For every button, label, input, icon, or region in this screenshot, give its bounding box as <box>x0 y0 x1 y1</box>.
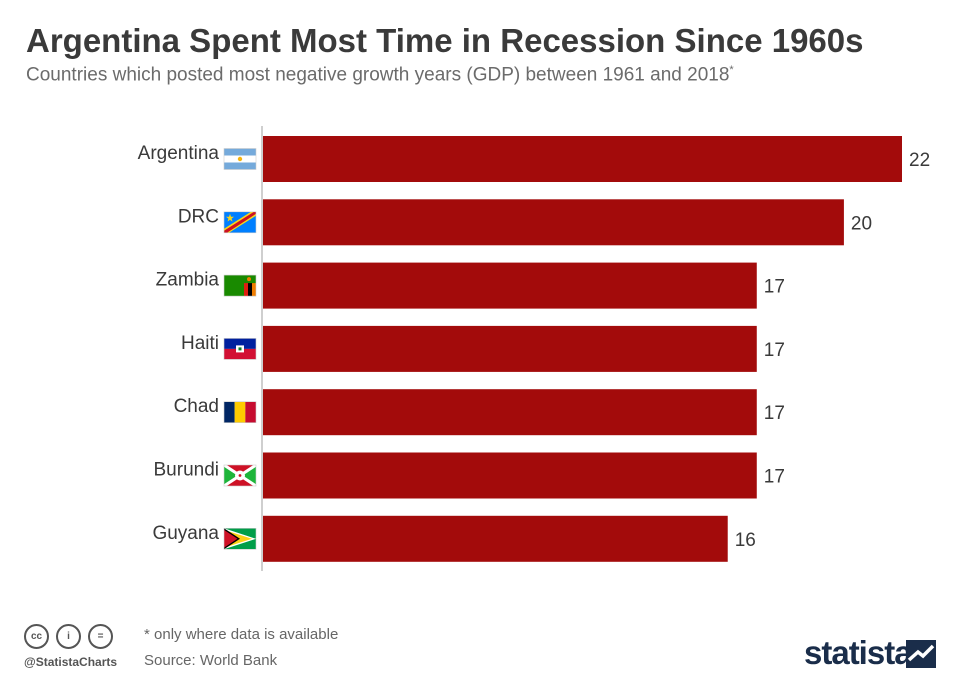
drc-flag-icon <box>223 211 257 234</box>
category-label-argentina: Argentina <box>138 143 220 164</box>
nd-icon: = <box>88 624 113 649</box>
bar-drc[interactable] <box>263 199 844 246</box>
subtitle-footnote-mark: * <box>729 64 734 76</box>
haiti-flag-icon <box>223 338 257 360</box>
category-labels-group: Argentina DRC Zambia Haiti Chad Burundi Guyana <box>138 143 220 544</box>
bar-burundi[interactable] <box>263 452 757 499</box>
source-note: Source: World Bank <box>144 652 278 669</box>
value-label-drc: 20 <box>851 213 872 234</box>
by-icon: i <box>56 624 81 649</box>
category-label-burundi: Burundi <box>154 460 220 481</box>
guyana-flag-icon <box>223 527 257 550</box>
subtitle-text: Countries which posted most negative gro… <box>26 64 730 86</box>
cc-icon: cc <box>24 624 49 649</box>
chart-subtitle: Countries which posted most negative gro… <box>26 64 734 86</box>
value-label-haiti: 17 <box>764 340 785 361</box>
bar-chad[interactable] <box>263 389 757 436</box>
chad-flag-icon <box>223 401 257 424</box>
category-label-drc: DRC <box>178 206 219 227</box>
value-label-chad: 17 <box>764 403 785 424</box>
bars-group <box>263 136 902 562</box>
value-label-zambia: 17 <box>764 277 785 298</box>
statista-logo-mark-icon <box>906 640 936 668</box>
bar-chart: Argentina DRC Zambia Haiti Chad Burundi Guyana… <box>138 126 930 571</box>
value-labels-group: 22 20 17 17 17 17 16 <box>735 150 930 551</box>
license-icons: cc i = <box>24 624 113 649</box>
value-label-argentina: 22 <box>909 150 930 171</box>
bar-argentina[interactable] <box>263 136 902 182</box>
flags-group <box>223 148 257 550</box>
argentina-flag-icon <box>223 148 257 170</box>
category-label-chad: Chad <box>174 396 219 417</box>
chart-title: Argentina Spent Most Time in Recession S… <box>26 22 864 59</box>
bar-guyana[interactable] <box>263 515 728 562</box>
value-label-burundi: 17 <box>764 467 785 488</box>
value-label-guyana: 16 <box>735 530 756 551</box>
burundi-flag-icon <box>223 463 257 488</box>
category-label-haiti: Haiti <box>181 333 219 354</box>
bar-zambia[interactable] <box>263 262 757 309</box>
category-label-zambia: Zambia <box>156 270 220 291</box>
category-label-guyana: Guyana <box>152 523 219 544</box>
bar-haiti[interactable] <box>263 325 757 372</box>
zambia-flag-icon <box>223 274 257 297</box>
social-handle: @StatistaCharts <box>24 655 118 669</box>
footnote: * only where data is available <box>144 626 339 643</box>
statista-logo[interactable]: statista <box>804 634 913 671</box>
